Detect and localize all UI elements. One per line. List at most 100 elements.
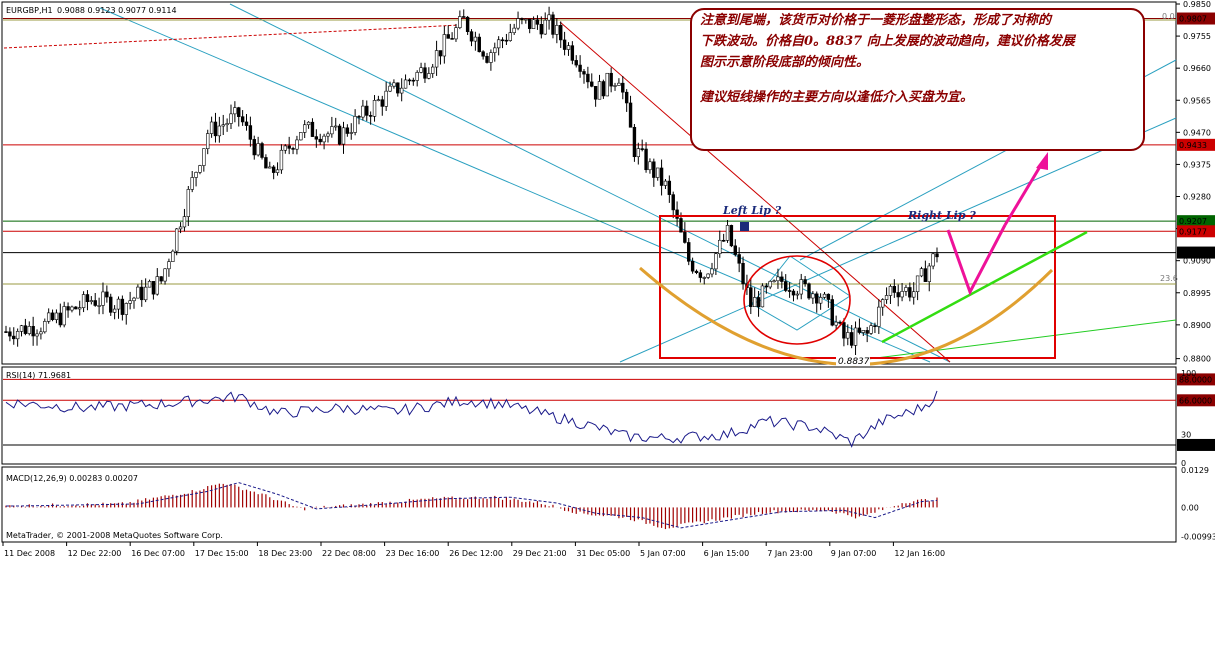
candle-body xyxy=(586,73,590,83)
candle-body xyxy=(85,294,90,303)
diamond-circle xyxy=(743,255,851,345)
time-tick-label: 11 Dec 2008 xyxy=(4,549,55,558)
rsi-level-badge xyxy=(1177,438,1215,451)
candle-body xyxy=(655,167,660,178)
candle-body xyxy=(667,180,672,195)
time-tick-label: 31 Dec 05:00 xyxy=(576,549,630,558)
price-candles xyxy=(4,6,939,356)
price-axis: 0.9850 0.9755 0.9660 0.9565 0.9470 0.9375 0.92… xyxy=(1176,0,1211,364)
candle-body xyxy=(562,39,567,50)
candle-body xyxy=(756,297,761,308)
price-tick-label: 0.9375 xyxy=(1183,160,1211,169)
candle-body xyxy=(706,273,710,278)
rsi-line xyxy=(5,390,938,448)
candle-body xyxy=(539,24,544,35)
candle-body xyxy=(787,290,792,292)
candle-body xyxy=(35,333,39,337)
candle-body xyxy=(178,226,183,230)
note-line-3: 图示示意阶段底部的倾向性。 xyxy=(700,55,870,70)
price-tick-label: 0.9850 xyxy=(1183,0,1211,9)
level-badge xyxy=(1177,215,1215,228)
macd-histogram: 0.0129 0.00 -0.00993 xyxy=(5,466,1215,541)
candle-body xyxy=(287,145,291,149)
candle-body xyxy=(574,60,578,66)
candle-body xyxy=(213,121,218,137)
pink-arrow-head xyxy=(1036,152,1048,170)
candle-body xyxy=(776,276,780,282)
candle-body xyxy=(396,82,400,94)
candle-body xyxy=(621,82,625,93)
candle-body xyxy=(807,283,811,299)
level-badge-label: 0.9207 xyxy=(1179,217,1207,226)
candle-body xyxy=(675,209,679,219)
candle-body xyxy=(919,268,924,277)
candle-body xyxy=(900,291,904,298)
candle-body xyxy=(403,79,408,89)
candle-body xyxy=(233,107,237,115)
time-tick-label: 9 Jan 07:00 xyxy=(831,549,877,558)
candle-body xyxy=(334,125,338,128)
candle-body xyxy=(171,250,175,262)
price-tick-label: 0.8900 xyxy=(1183,321,1211,330)
candle-body xyxy=(725,225,730,241)
main-panel-frame xyxy=(1,1,1177,365)
candle-body xyxy=(566,45,571,50)
level-badge xyxy=(1177,138,1215,151)
candle-body xyxy=(256,143,260,156)
candle-body xyxy=(826,293,831,300)
candle-body xyxy=(702,277,706,279)
candle-body xyxy=(687,242,691,262)
price-tick-label: 0.9565 xyxy=(1183,96,1211,105)
candle-body xyxy=(880,299,885,308)
symbol-title: EURGBP,H1 xyxy=(6,6,53,15)
candle-body xyxy=(442,34,447,57)
candle-body xyxy=(493,47,497,53)
time-tick-label: 5 Jan 07:00 xyxy=(640,549,686,558)
price-tick-label: 0.9470 xyxy=(1183,128,1211,137)
rsi-title: RSI(14) 71.9681 xyxy=(6,371,71,380)
ohlc-readout: 0.9088 0.9123 0.9077 0.9114 xyxy=(57,6,177,15)
candle-body xyxy=(407,79,412,82)
candle-body xyxy=(450,38,454,40)
low-label-bg xyxy=(836,355,870,366)
candle-body xyxy=(264,157,268,169)
candle-body xyxy=(795,293,800,296)
candle-body xyxy=(923,268,928,282)
copyright-footer: MetaTrader, © 2001-2008 MetaQuotes Softw… xyxy=(6,531,223,540)
macd-tick-label: 0.0129 xyxy=(1181,466,1209,475)
candle-body xyxy=(714,253,718,270)
candle-body xyxy=(690,261,695,272)
candle-body xyxy=(4,331,8,333)
candle-body xyxy=(147,281,152,288)
candle-body xyxy=(849,332,854,346)
candle-body xyxy=(853,327,858,346)
candle-body xyxy=(597,81,602,100)
candle-body xyxy=(489,52,493,63)
candle-body xyxy=(74,306,78,310)
candle-body xyxy=(194,172,198,178)
price-tick-label: 0.9280 xyxy=(1183,193,1211,202)
candle-body xyxy=(330,126,334,135)
candle-body xyxy=(892,286,897,293)
candle-body xyxy=(869,325,873,334)
right-lip-label: Right Lip ? xyxy=(907,209,976,222)
note-line-2: 下跌波动。价格自0。8837 向上发展的波动趋向，建议价格发展 xyxy=(700,34,1075,49)
red-trend-line xyxy=(559,21,951,363)
fib-label-0: 0.0 xyxy=(1162,12,1175,21)
candle-body xyxy=(326,133,330,137)
macd-title: MACD(12,26,9) 0.00283 0.00207 xyxy=(6,474,138,483)
green-support-line xyxy=(859,319,1177,361)
candle-body xyxy=(830,299,834,326)
candle-body xyxy=(217,125,222,137)
time-tick-label: 23 Dec 16:00 xyxy=(386,549,440,558)
candle-body xyxy=(582,71,586,75)
note-line-1: 注意到尾端，该货币对价格于一菱形盘整形态，形成了对称的 xyxy=(700,13,1052,28)
candle-body xyxy=(58,312,63,326)
candle-body xyxy=(322,135,326,143)
candle-body xyxy=(628,102,633,128)
candle-body xyxy=(698,272,703,278)
candle-body xyxy=(357,116,361,118)
candle-body xyxy=(912,291,916,298)
price-tick-label: 0.8800 xyxy=(1183,355,1211,364)
